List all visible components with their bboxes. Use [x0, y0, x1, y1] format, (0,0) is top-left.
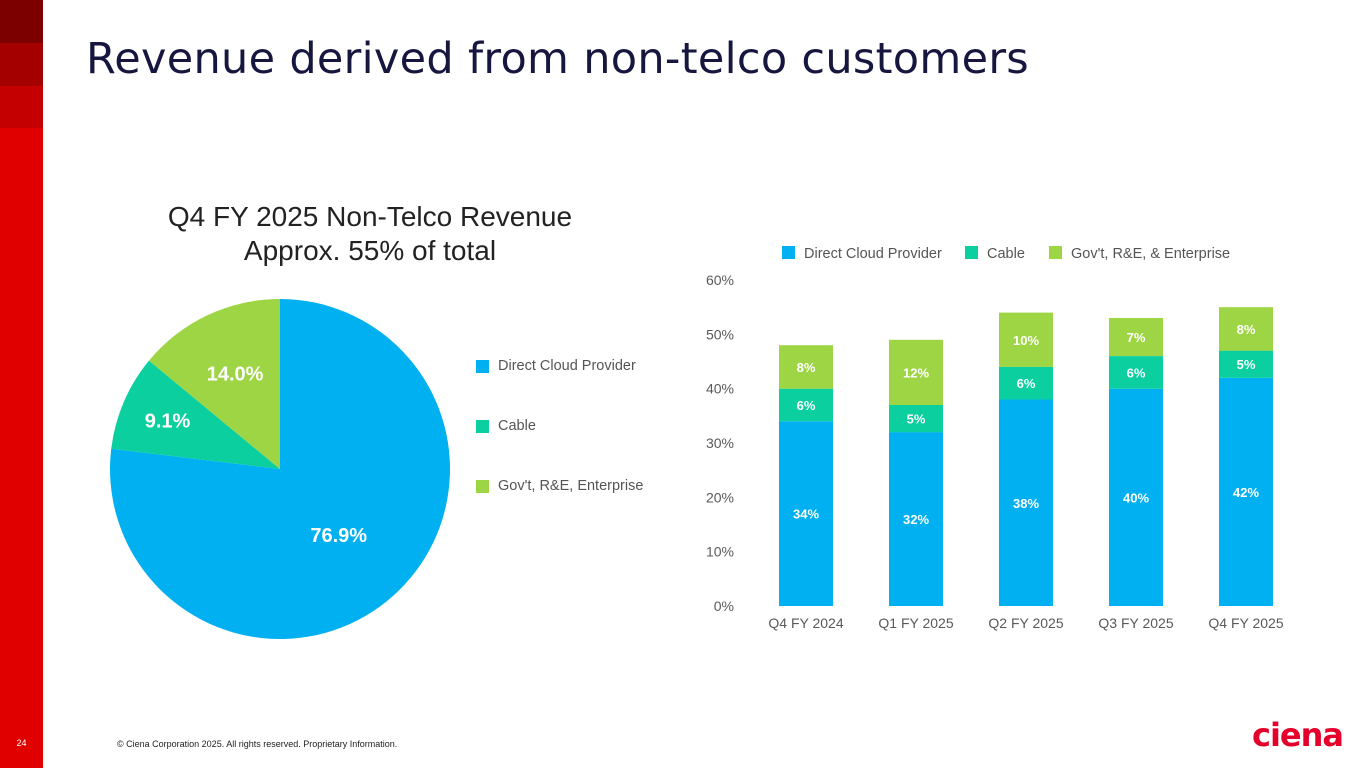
legend-swatch — [782, 246, 795, 259]
legend-label: Direct Cloud Provider — [498, 358, 636, 374]
bar-segment-cable — [1219, 350, 1273, 378]
x-tick-label: Q4 FY 2025 — [1208, 615, 1283, 631]
bar-legend-item-direct-cloud-provider: Direct Cloud Provider — [782, 246, 942, 262]
bar-segment-cable — [889, 405, 943, 433]
bar-value-label: 6% — [1127, 365, 1146, 380]
y-tick-label: 30% — [706, 435, 734, 451]
legend-swatch — [476, 479, 489, 493]
pie-label-cable: 9.1% — [145, 411, 191, 433]
bar-segment-cable — [779, 388, 833, 422]
bar-legend-item-gov-t-r-e-enterprise: Gov't, R&E, & Enterprise — [1049, 246, 1230, 262]
bar-segment-gov-t-r-e-enterprise — [1109, 318, 1163, 356]
legend-label: Cable — [498, 418, 536, 434]
pie-slice-direct-cloud-provider — [109, 299, 450, 639]
pie-label-direct-cloud-provider: 76.9% — [310, 525, 367, 547]
bar-segment-direct-cloud-provider — [889, 432, 943, 606]
y-tick-label: 10% — [706, 544, 734, 560]
bar-value-label: 40% — [1123, 490, 1149, 505]
bar-segment-direct-cloud-provider — [1109, 388, 1163, 606]
pie-slice-cable — [111, 360, 281, 469]
bar-legend-item-cable: Cable — [965, 246, 1025, 262]
bar-value-label: 6% — [1017, 376, 1036, 391]
bar-segment-gov-t-r-e-enterprise — [779, 345, 833, 389]
accent-block-light — [0, 86, 43, 128]
pie-chart: 76.9% 9.1% 14.0% — [109, 299, 450, 639]
legend-label: Direct Cloud Provider — [804, 246, 942, 262]
legend-label: Gov't, R&E, Enterprise — [498, 478, 644, 494]
pie-chart-subtitle: Approx. 55% of total — [243, 235, 497, 266]
bar-value-label: 8% — [1237, 322, 1256, 337]
y-tick-label: 20% — [706, 489, 734, 505]
legend-swatch — [965, 246, 978, 259]
bar-value-label: 12% — [903, 365, 929, 380]
pie-chart-title: Q4 FY 2025 Non-Telco Revenue — [167, 201, 573, 232]
bar-value-label: 34% — [793, 507, 819, 522]
bar-value-label: 42% — [1233, 485, 1259, 500]
bar-value-label: 38% — [1013, 496, 1039, 511]
ciena-logo: ciena — [1251, 716, 1344, 754]
bar-value-label: 10% — [1013, 333, 1039, 348]
bar-segment-cable — [1109, 356, 1163, 389]
bar-segment-gov-t-r-e-enterprise — [889, 339, 943, 405]
slide-title: Revenue derived from non-telco customers — [86, 34, 1030, 84]
x-tick-label: Q2 FY 2025 — [988, 615, 1063, 631]
pie-label-gov-t-r-e-enterprise: 14.0% — [207, 364, 264, 386]
pie-legend-item-gov-t-r-e-enterprise: Gov't, R&E, Enterprise — [476, 476, 643, 496]
bar-value-label: 5% — [907, 412, 926, 427]
legend-swatch — [1049, 246, 1062, 259]
side-accent-bar: 24 — [0, 0, 43, 768]
x-tick-label: Q3 FY 2025 — [1098, 615, 1173, 631]
page-number: 24 — [16, 738, 27, 748]
bar-value-label: 7% — [1127, 330, 1146, 345]
bar-value-label: 5% — [1237, 357, 1256, 372]
legend-label: Cable — [987, 246, 1025, 262]
bar-segment-direct-cloud-provider — [999, 399, 1053, 606]
accent-block-dark — [0, 0, 43, 43]
bar-value-label: 32% — [903, 512, 929, 527]
pie-chart-title-block: Q4 FY 2025 Non-Telco Revenue Approx. 55%… — [120, 200, 620, 268]
y-tick-label: 40% — [706, 381, 734, 397]
bar-value-label: 6% — [797, 398, 816, 413]
legend-swatch — [476, 419, 489, 433]
legend-swatch — [476, 359, 489, 373]
pie-legend-item-direct-cloud-provider: Direct Cloud Provider — [476, 356, 636, 376]
bar-segment-gov-t-r-e-enterprise — [1219, 307, 1273, 351]
x-tick-label: Q4 FY 2024 — [768, 615, 843, 631]
bar-segment-cable — [999, 366, 1053, 400]
legend-label: Gov't, R&E, & Enterprise — [1071, 246, 1230, 262]
x-tick-label: Q1 FY 2025 — [878, 615, 953, 631]
bar-segment-direct-cloud-provider — [1219, 377, 1273, 606]
bar-segment-direct-cloud-provider — [779, 421, 833, 606]
y-tick-label: 60% — [706, 272, 734, 288]
y-tick-label: 0% — [714, 598, 734, 614]
pie-slice-gov-t-r-e-enterprise — [149, 299, 280, 469]
bar-segment-gov-t-r-e-enterprise — [999, 312, 1053, 367]
pie-legend-item-cable: Cable — [476, 416, 536, 436]
stacked-bar-chart: 0% 10% 20% 30% 40% 50% 60% 34% 6% 8% Q4 FY 2024 32%… — [706, 246, 1284, 631]
accent-block-mid — [0, 43, 43, 86]
bar-value-label: 8% — [797, 360, 816, 375]
footer-copyright: © Ciena Corporation 2025. All rights res… — [117, 739, 398, 749]
y-tick-label: 50% — [706, 326, 734, 342]
